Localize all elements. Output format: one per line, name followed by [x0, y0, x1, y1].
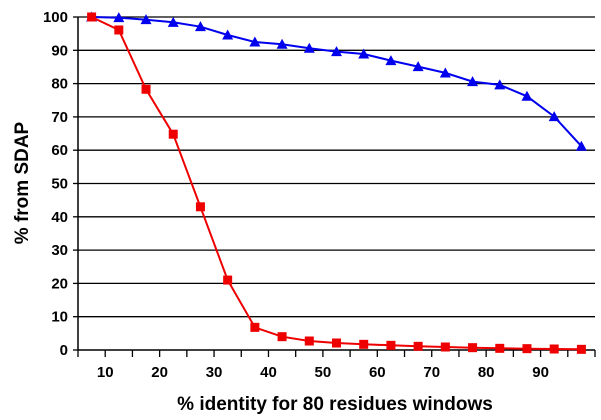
series-2-point-10 [359, 339, 369, 349]
x-tick-label-50: 50 [315, 364, 332, 381]
y-tick-label-80: 80 [51, 76, 68, 93]
series-2-point-13 [440, 342, 450, 352]
series-2-point-16 [522, 344, 532, 354]
series-1-point-18 [575, 140, 587, 151]
y-tick-label-30: 30 [51, 242, 68, 259]
y-tick-label-50: 50 [51, 176, 68, 193]
series-1-point-12 [412, 61, 424, 72]
x-tick-label-70: 70 [423, 364, 440, 381]
y-tick-label-70: 70 [51, 109, 68, 126]
y-tick-label-40: 40 [51, 209, 68, 226]
series-2-point-14 [468, 343, 478, 353]
series-2-point-18 [576, 344, 586, 354]
x-tick-labels: 10 20 30 40 50 60 70 80 90 [97, 364, 549, 381]
series-1-point-17 [548, 111, 560, 122]
axes [73, 16, 596, 357]
series-1-point-5 [222, 29, 234, 40]
series-1-point-15 [494, 79, 506, 90]
y-tick-label-90: 90 [51, 42, 68, 59]
series-1-point-16 [521, 90, 533, 101]
series-2-point-7 [277, 332, 287, 342]
series-2-point-1 [114, 25, 124, 35]
x-tick-label-20: 20 [151, 364, 168, 381]
series-1-point-2 [140, 14, 152, 25]
series-1-point-9 [331, 46, 342, 57]
series-1-point-4 [194, 21, 206, 32]
series-1-point-11 [385, 55, 397, 66]
x-tick-label-10: 10 [97, 364, 114, 381]
series-1-point-10 [358, 48, 370, 59]
series-2-point-5 [223, 275, 233, 285]
y-tick-label-100: 100 [43, 9, 68, 26]
series-1-point-13 [439, 67, 451, 78]
y-axis-title: % from SDAP [12, 121, 33, 244]
y-tick-label-60: 60 [51, 142, 68, 159]
y-tick-labels: 0 10 20 30 40 50 60 70 80 90 100 [43, 9, 68, 359]
series-2-point-9 [332, 338, 341, 348]
series-2-point-6 [250, 322, 260, 332]
series-1-point-8 [303, 42, 315, 53]
series-1-point-3 [167, 16, 179, 27]
series-2-point-11 [386, 340, 396, 350]
series-1-point-7 [276, 38, 288, 49]
y-tick-label-0: 0 [60, 342, 68, 359]
series-2-point-17 [549, 344, 559, 354]
series-group [86, 11, 587, 354]
x-axis-title: % identity for 80 residues windows [177, 394, 493, 415]
series-2-point-4 [195, 202, 205, 212]
x-tick-label-30: 30 [206, 364, 223, 381]
series-2-point-2 [141, 84, 151, 94]
series-1-point-14 [467, 76, 479, 87]
x-tick-label-90: 90 [532, 364, 549, 381]
x-tick-label-40: 40 [260, 364, 277, 381]
series-1-line [91, 16, 583, 147]
series-2-point-8 [304, 336, 314, 346]
series-2-point-12 [413, 341, 423, 351]
series-1-point-6 [249, 36, 261, 47]
x-tick-label-80: 80 [478, 364, 495, 381]
x-tick-label-60: 60 [369, 364, 386, 381]
y-tick-label-10: 10 [51, 309, 68, 326]
series-2-point-15 [495, 343, 505, 353]
y-tick-label-20: 20 [51, 275, 68, 292]
series-2-point-0 [87, 12, 97, 22]
series-2-point-3 [168, 129, 178, 139]
series-1-point-1 [113, 12, 125, 23]
gridlines [78, 16, 595, 318]
